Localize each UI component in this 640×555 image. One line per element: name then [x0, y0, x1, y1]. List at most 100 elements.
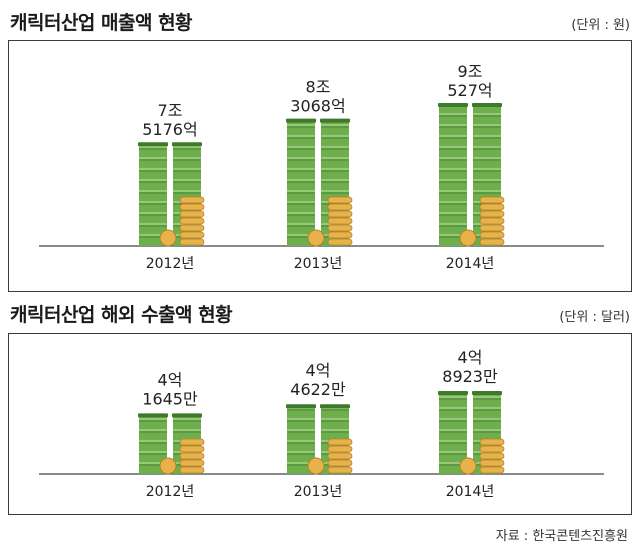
data-label: 8조: [306, 78, 331, 97]
coin: [179, 452, 205, 460]
coin: [479, 210, 505, 218]
data-label: 8923만: [442, 367, 498, 386]
coin: [479, 445, 505, 453]
bar-top: [472, 103, 502, 107]
coin-stack: [459, 438, 505, 475]
money-stack-bar: [286, 118, 316, 246]
bar: [139, 145, 167, 246]
data-label: 1645만: [142, 389, 198, 408]
coin: [179, 224, 205, 232]
data-label: 527억: [447, 81, 492, 100]
coin: [179, 438, 205, 446]
coin: [327, 196, 353, 204]
coin: [179, 459, 205, 467]
coin-front: [159, 457, 177, 475]
coin: [179, 196, 205, 204]
money-stack-bar: [138, 142, 168, 246]
coin-stack: [459, 196, 505, 247]
coin: [179, 466, 205, 474]
coin-front: [459, 229, 477, 247]
bar: [439, 106, 467, 246]
coin: [479, 196, 505, 204]
coin: [327, 445, 353, 453]
coin-stack: [307, 196, 353, 247]
coin-stack: [159, 438, 205, 475]
bar-group-1: [138, 413, 205, 475]
coin: [327, 210, 353, 218]
coin: [479, 238, 505, 246]
coin: [179, 238, 205, 246]
coin: [327, 231, 353, 239]
coin: [179, 203, 205, 211]
x-tick-label: 2012년: [146, 484, 195, 500]
money-stack-bar: [286, 404, 316, 474]
coin: [479, 452, 505, 460]
coin: [479, 466, 505, 474]
coin-front: [159, 229, 177, 247]
bar-top: [438, 103, 468, 107]
bar-top: [172, 413, 202, 418]
bar-top: [172, 142, 202, 147]
bar-group-2: [286, 118, 353, 247]
coin-front: [307, 457, 325, 475]
chart2-title: 캐릭터산업 해외 수출액 현황: [10, 304, 233, 326]
bar-group-2: [286, 404, 353, 475]
data-label: 4622만: [290, 380, 346, 399]
coin: [479, 231, 505, 239]
chart2-panel: 4억 1645만 2012년 4억 4622만 2013년 4억 8923만 2014년: [8, 333, 632, 515]
coin: [327, 238, 353, 246]
data-label: 4억: [458, 348, 483, 367]
coin-stack: [307, 438, 353, 475]
coin: [179, 217, 205, 225]
bar-group-1: [138, 142, 205, 247]
chart1-unit-label: (단위 : 원): [571, 18, 630, 33]
x-tick-label: 2013년: [294, 484, 343, 500]
coin: [179, 210, 205, 218]
bar-top: [320, 118, 350, 123]
bar-top: [320, 404, 350, 409]
x-tick-label: 2013년: [294, 256, 343, 272]
chart1-title: 캐릭터산업 매출액 현황: [10, 12, 193, 34]
coin: [179, 231, 205, 239]
bar-top: [286, 404, 316, 409]
coin: [327, 224, 353, 232]
coin: [327, 459, 353, 467]
coin: [479, 217, 505, 225]
data-label: 5176억: [142, 120, 197, 139]
bar-top: [438, 391, 468, 395]
coin: [327, 466, 353, 474]
money-stack-bar: [472, 103, 502, 246]
coin: [479, 438, 505, 446]
data-label: 4억: [306, 361, 331, 380]
data-label: 3068억: [290, 97, 345, 116]
bar-top: [472, 391, 502, 395]
coin: [327, 452, 353, 460]
data-label: 9조: [458, 62, 483, 81]
bar-group-3: [438, 103, 505, 247]
bar-group-3: [438, 391, 505, 475]
bar-top: [138, 413, 168, 418]
source-note: 자료 : 한국콘텐츠진흥원: [495, 529, 628, 544]
money-stack-bar: [438, 103, 468, 246]
chart1-panel: 7조 5176억 2012년 8조 3068억 2013년 9조 527억 2014년: [8, 40, 632, 292]
bar-top: [286, 118, 316, 123]
coin-stack: [159, 196, 205, 247]
coin: [327, 217, 353, 225]
chart2-unit-label: (단위 : 달러): [559, 310, 630, 325]
coin-front: [307, 229, 325, 247]
x-tick-label: 2012년: [146, 256, 195, 272]
x-tick-label: 2014년: [446, 256, 495, 272]
x-tick-label: 2014년: [446, 484, 495, 500]
bar: [287, 121, 315, 246]
coin: [179, 445, 205, 453]
coin: [479, 224, 505, 232]
coin: [479, 203, 505, 211]
bar-top: [138, 142, 168, 147]
data-label: 4억: [158, 370, 183, 389]
coin: [327, 203, 353, 211]
coin: [479, 459, 505, 467]
coin: [327, 438, 353, 446]
coin-front: [459, 457, 477, 475]
